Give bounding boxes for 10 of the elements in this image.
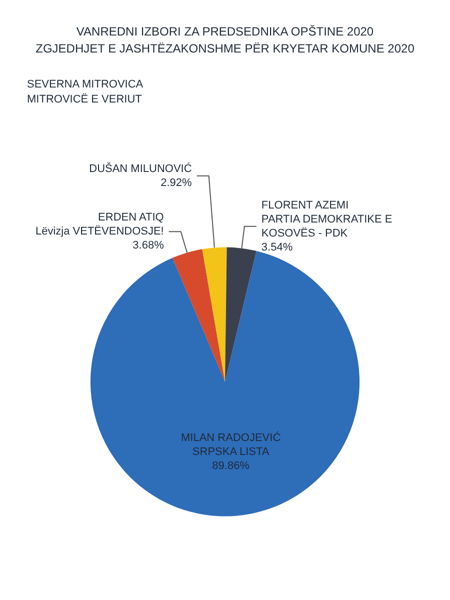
data-label: 3.54%	[261, 241, 293, 254]
data-label: 89.86%	[212, 460, 250, 472]
data-label: 3.68%	[132, 240, 164, 252]
data-label: 2.92%	[160, 176, 192, 189]
slice-label: ERDEN ATIQ Lëvizja VETËVENDOSJE!	[35, 212, 164, 238]
chart-title: VANREDNI IZBORI ZA PREDSEDNIKA OPŠTINE 2020 ZGJEDHJET E JASHTËZAKONSHME PËR KRYETAR KOMUNE 2020	[36, 24, 415, 56]
chart-subtitle: SEVERNA MITROVICA MITROVICË E VERIUT	[27, 78, 144, 106]
slice-label: DUŠAN MILUNOVIĆ	[89, 162, 192, 175]
slice-label: FLORENT AZEMI PARTIA DEMOKRATIKE E KOSOVËS - PDK	[261, 199, 392, 240]
slice-label: MILAN RADOJEVIĆ SRPSKA LISTA	[180, 430, 281, 458]
